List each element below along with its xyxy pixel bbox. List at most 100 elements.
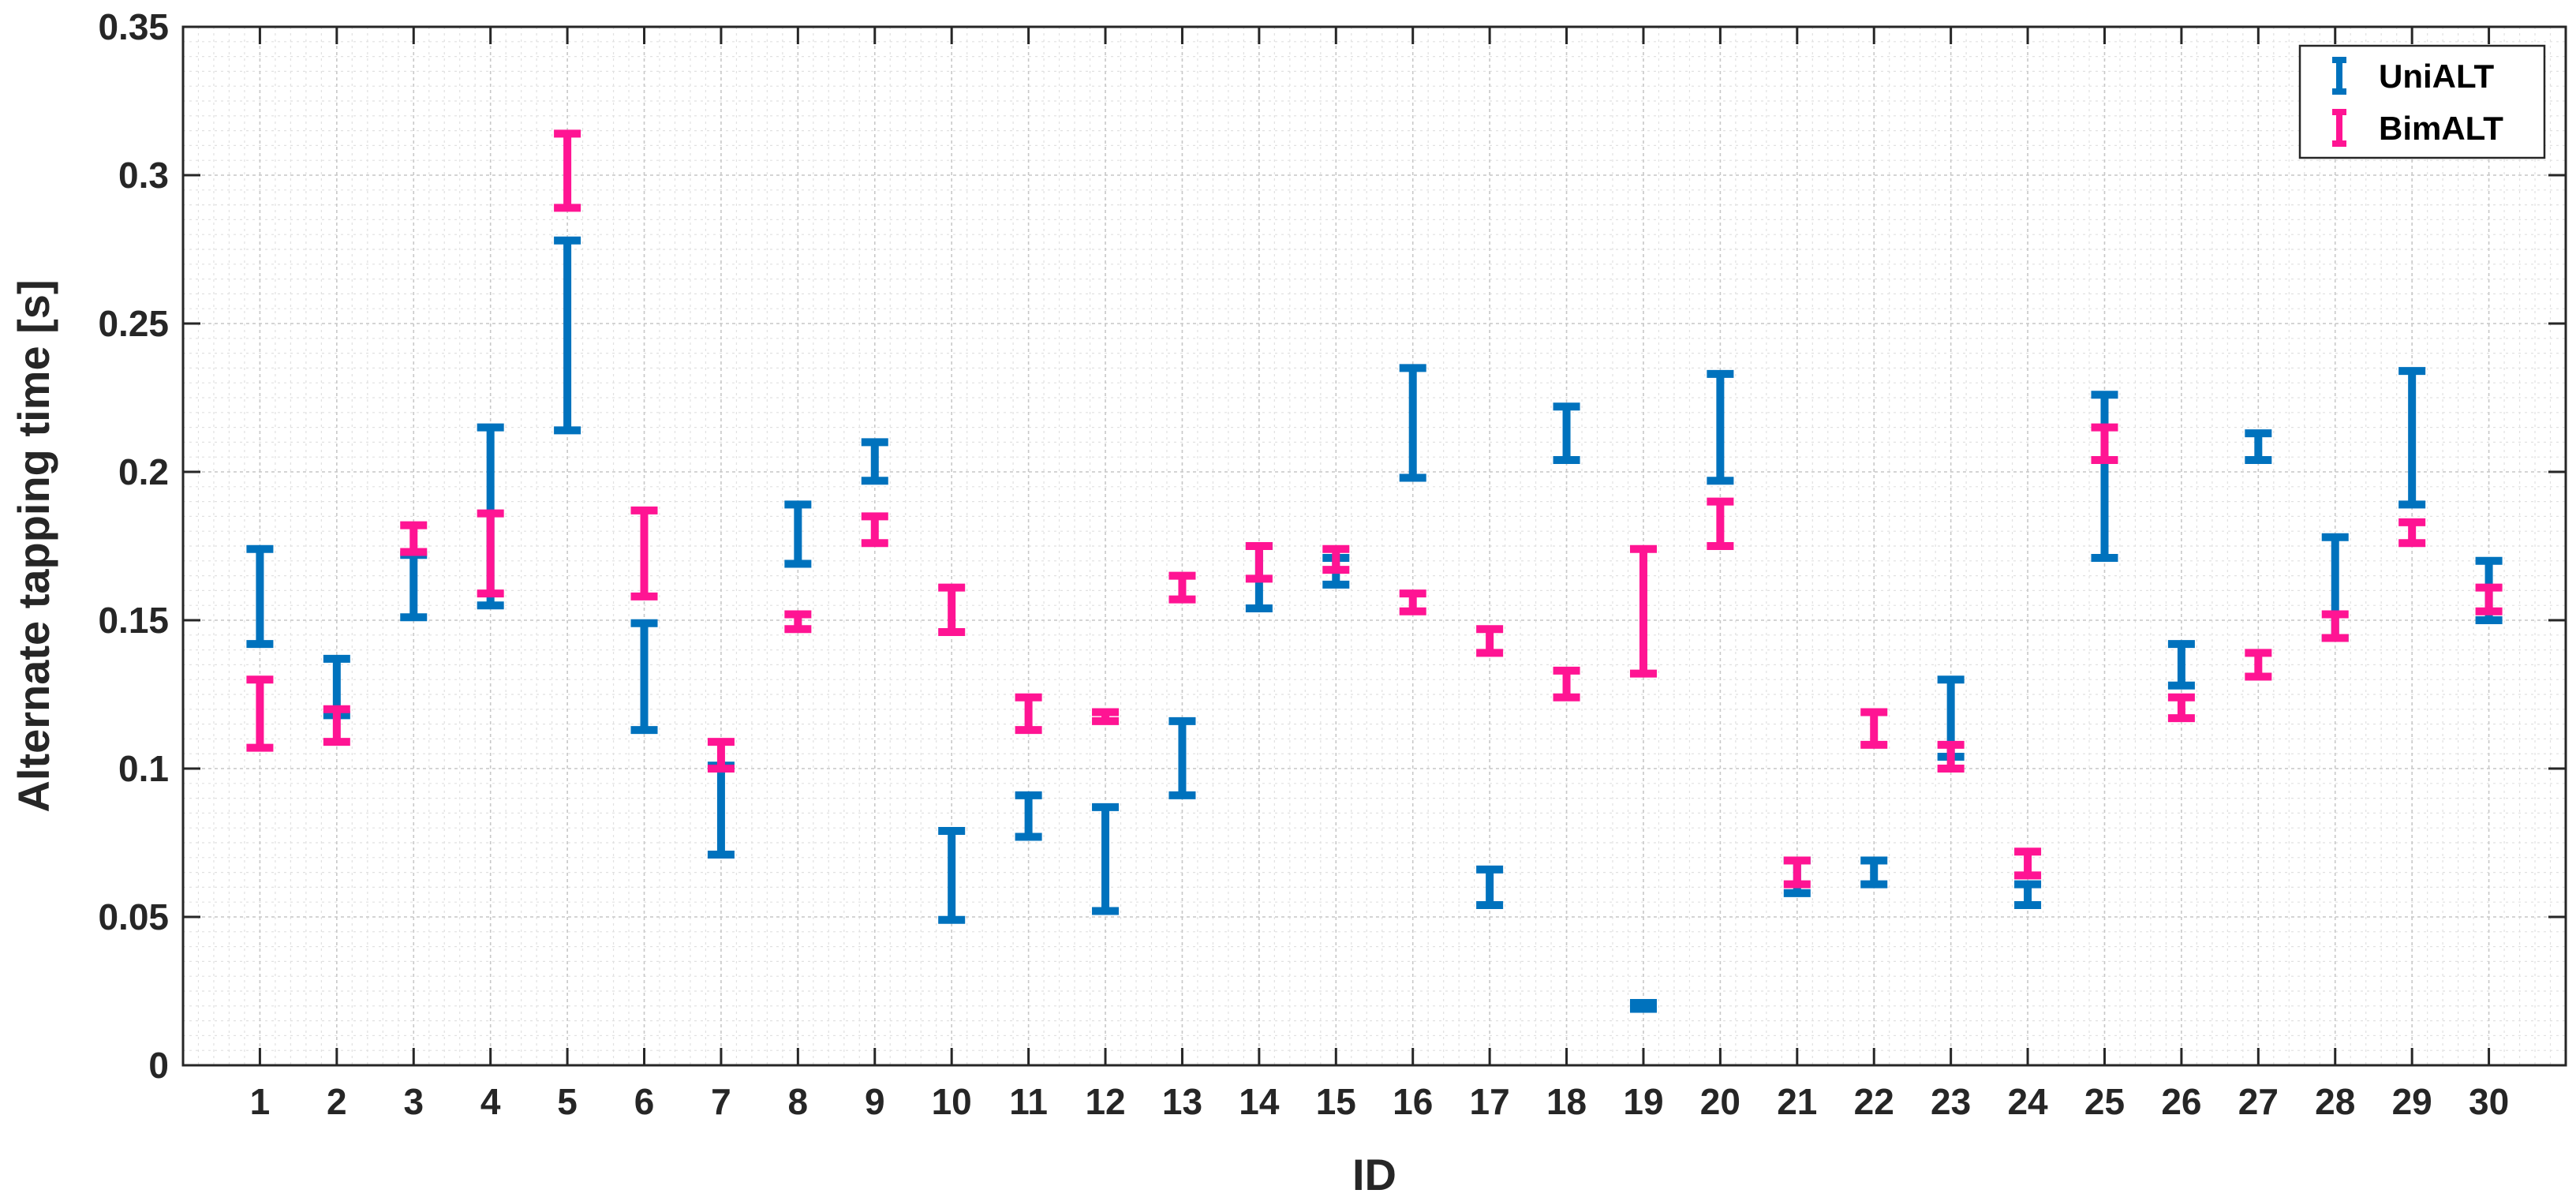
- errorbar-bimalt: [938, 583, 966, 637]
- errorbar-bimalt: [1168, 571, 1196, 604]
- legend-entry-bim-alt: BimALT: [2332, 109, 2503, 147]
- x-tick-label: 12: [1085, 1081, 1125, 1122]
- legend: UniALT BimALT: [2298, 44, 2546, 159]
- errorbar-bimalt: [1860, 708, 1888, 749]
- x-tick-label: 10: [932, 1081, 972, 1122]
- x-tick-labels: 1 2 3 4 5 6 7 8 9 10 11 12 13 14 15 16 17 18 19 20 21 22 23 24 2…: [250, 1081, 2510, 1122]
- errorbar-unialt: [630, 619, 658, 735]
- legend-label-bim-alt: BimALT: [2379, 110, 2503, 147]
- y-tick-label: 0.15: [98, 600, 169, 641]
- x-tick-label: 30: [2469, 1081, 2509, 1122]
- y-axis-title: Alternate tapping time [s]: [9, 279, 58, 812]
- errorbar-unialt: [1168, 716, 1196, 799]
- errorbar-bimalt: [246, 675, 274, 752]
- errorbar-bimalt: [2167, 693, 2195, 723]
- x-tick-label: 8: [788, 1081, 809, 1122]
- x-tick-label: 22: [1854, 1081, 1894, 1122]
- x-tick-label: 17: [1470, 1081, 1510, 1122]
- errorbar-unialt: [1015, 791, 1042, 841]
- errorbar-bimalt: [1245, 542, 1273, 583]
- errorbar-bimalt: [2321, 610, 2349, 642]
- x-axis-title: ID: [1352, 1150, 1396, 1199]
- errorbar-unialt: [1399, 364, 1426, 482]
- x-tick-label: 1: [250, 1081, 271, 1122]
- errorbar-unialt: [2245, 429, 2272, 464]
- legend-marker-uni-alt: [2332, 57, 2346, 95]
- errorbar-bimalt: [784, 610, 812, 634]
- x-tick-label: 21: [1777, 1081, 1817, 1122]
- x-tick-label: 25: [2084, 1081, 2125, 1122]
- errorbar-unialt: [2167, 640, 2195, 690]
- errorbar-bimalt: [707, 738, 735, 773]
- x-tick-label: 3: [403, 1081, 424, 1122]
- errorbar-unialt: [246, 544, 274, 649]
- errorbar-bimalt: [1015, 693, 1042, 735]
- x-tick-label: 5: [557, 1081, 578, 1122]
- x-tick-label: 16: [1393, 1081, 1433, 1122]
- axis-ticks: [183, 25, 2566, 1067]
- errorbar-bimalt: [2398, 518, 2426, 548]
- x-tick-label: 29: [2392, 1081, 2432, 1122]
- errorbar-unialt: [861, 438, 888, 485]
- x-tick-label: 11: [1009, 1081, 1048, 1122]
- x-tick-label: 23: [1931, 1081, 1971, 1122]
- errorbar-bimalt: [1707, 497, 1734, 550]
- x-tick-label: 28: [2315, 1081, 2355, 1122]
- y-tick-label: 0.05: [98, 896, 169, 937]
- legend-label-uni-alt: UniALT: [2379, 58, 2495, 95]
- x-tick-label: 6: [634, 1081, 655, 1122]
- series-layer: [246, 129, 2503, 1013]
- errorbar-unialt: [1860, 856, 1888, 889]
- errorbar-unialt: [1629, 999, 1657, 1013]
- errorbar-bimalt: [1629, 544, 1657, 678]
- x-tick-label: 7: [711, 1081, 731, 1122]
- x-tick-label: 27: [2238, 1081, 2279, 1122]
- legend-marker-bim-alt: [2332, 109, 2346, 147]
- errorbar-unialt: [938, 826, 966, 924]
- errorbar-unialt: [554, 236, 581, 435]
- y-tick-labels: 0 0.05 0.1 0.15 0.2 0.25 0.3 0.35: [98, 6, 169, 1086]
- x-tick-label: 24: [2007, 1081, 2048, 1122]
- x-tick-label: 2: [327, 1081, 347, 1122]
- x-tick-label: 9: [865, 1081, 885, 1122]
- errorbar-unialt: [2091, 391, 2118, 563]
- y-tick-label: 0.1: [118, 748, 169, 789]
- errorbar-bimalt: [477, 509, 504, 598]
- x-tick-label: 19: [1623, 1081, 1663, 1122]
- x-tick-label: 4: [480, 1081, 501, 1122]
- y-tick-label: 0.35: [98, 6, 169, 47]
- errorbar-bimalt: [1553, 666, 1580, 702]
- x-tick-label: 13: [1162, 1081, 1202, 1122]
- y-tick-label: 0.25: [98, 303, 169, 344]
- errorbar-unialt: [2014, 880, 2042, 909]
- errorbar-unialt: [784, 500, 812, 568]
- errorbar-unialt: [1707, 369, 1734, 485]
- errorbar-bimalt: [1399, 589, 1426, 615]
- errorbar-bimalt: [1783, 856, 1811, 889]
- legend-entry-uni-alt: UniALT: [2332, 57, 2495, 95]
- errorbar-unialt: [1092, 803, 1120, 915]
- y-tick-label: 0.3: [118, 155, 169, 196]
- errorbar-bimalt: [1322, 544, 1350, 574]
- errorbar-bimalt: [2091, 423, 2118, 464]
- errorbar-bimalt: [2245, 649, 2272, 681]
- errorbar-bimalt: [1092, 708, 1120, 725]
- plot-area-frame: [181, 25, 2567, 1067]
- errorbar-bimalt: [1937, 740, 1965, 773]
- x-tick-label: 15: [1316, 1081, 1356, 1122]
- x-tick-label: 18: [1546, 1081, 1587, 1122]
- errorbar-bimalt: [2475, 583, 2503, 615]
- errorbar-bimalt: [630, 506, 658, 600]
- y-tick-label: 0.2: [118, 451, 169, 492]
- errorbar-bimalt: [861, 512, 888, 548]
- errorbar-bimalt: [2014, 847, 2042, 880]
- x-tick-label: 14: [1239, 1081, 1280, 1122]
- errorbar-bimalt: [1476, 625, 1504, 657]
- errorbar-bimalt: [323, 705, 350, 746]
- y-tick-label: 0: [148, 1045, 169, 1086]
- x-tick-label: 20: [1700, 1081, 1740, 1122]
- x-tick-label: 26: [2161, 1081, 2201, 1122]
- errorbar-unialt: [1476, 865, 1504, 909]
- errorbar-bimalt: [554, 129, 581, 212]
- errorbar-bimalt: [400, 521, 428, 556]
